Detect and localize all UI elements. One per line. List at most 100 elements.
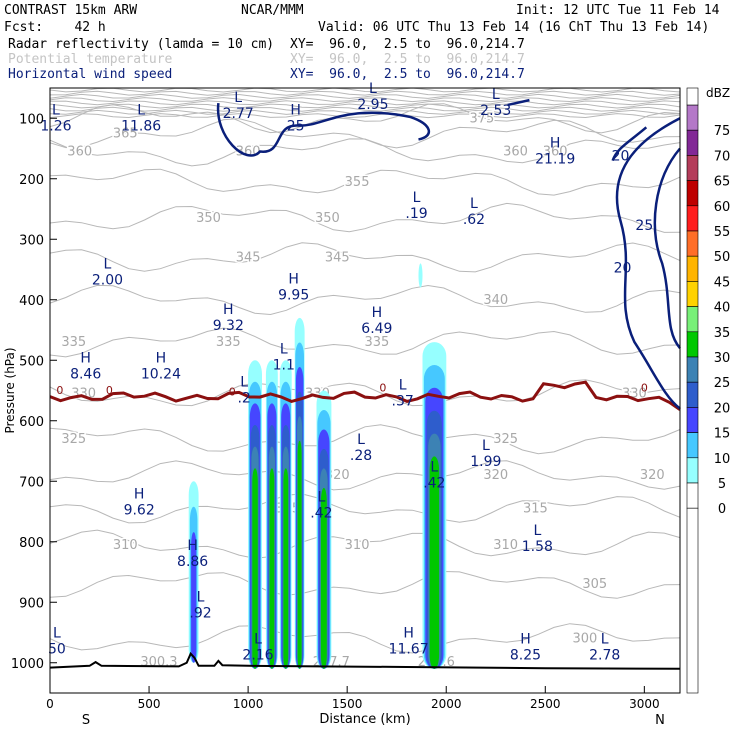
colorbar-swatch-65 xyxy=(686,155,699,181)
wind-low-letter: L xyxy=(234,90,242,106)
wind-low-value: .42 xyxy=(423,475,445,491)
theta-label-surface: 300.3 xyxy=(140,655,177,670)
theta-label-325: 325 xyxy=(61,432,86,447)
reflectivity-cell-0-level-30 xyxy=(252,468,258,669)
reflectivity-cell-2-level-30 xyxy=(283,468,289,669)
theta-label-315: 315 xyxy=(523,501,548,516)
theta-contour-305 xyxy=(49,570,681,599)
wind-high-value: 8.25 xyxy=(510,648,541,664)
theta-label-325: 325 xyxy=(493,432,518,447)
theta-label-360: 360 xyxy=(543,145,568,160)
theta-label-345: 345 xyxy=(236,250,261,265)
theta-label-300: 300 xyxy=(572,632,597,647)
theta-contour-325 xyxy=(49,424,681,455)
field-name-wind: Horizontal wind speed xyxy=(8,67,173,82)
y-tick-label: 500 xyxy=(19,354,44,369)
zero-isotherm-label: 0 xyxy=(56,384,63,397)
theta-label-350: 350 xyxy=(315,211,340,226)
wind-contour-25 xyxy=(653,147,681,349)
wind-high-letter: H xyxy=(80,350,91,366)
wind-low-value: 11.86 xyxy=(121,118,161,134)
theta-label-340: 340 xyxy=(483,293,508,308)
theta-label-335: 335 xyxy=(61,335,86,350)
reflectivity-cell-6-level-15 xyxy=(191,532,197,663)
zero-isotherm-label: 0 xyxy=(379,382,386,395)
wind-low-value: 1.26 xyxy=(40,118,71,134)
colorbar-swatch-70 xyxy=(686,129,699,156)
plot-area xyxy=(50,88,680,693)
wind-low-letter: L xyxy=(137,102,145,118)
wind-low-value: 2.53 xyxy=(480,103,511,119)
wind-low-value: 1.99 xyxy=(470,454,501,470)
colorbar-swatch-5 xyxy=(686,457,699,484)
wind-low-value: .42 xyxy=(310,506,332,522)
forecast-hour: Fcst: 42 h xyxy=(4,20,106,35)
zero-isotherm-label: 0 xyxy=(641,382,648,395)
colorbar-label-65: 65 xyxy=(714,175,731,190)
wind-high-letter: H xyxy=(520,632,531,648)
theta-label-305: 305 xyxy=(582,577,607,592)
wind-contour-20 xyxy=(615,117,681,410)
x-tick-label: 2000 xyxy=(431,697,462,711)
zero-isotherm-label: 0 xyxy=(106,384,113,397)
colorbar-label-30: 30 xyxy=(714,351,731,366)
wind-low-letter: L xyxy=(104,257,112,273)
y-tick-label: 700 xyxy=(19,475,44,490)
reflectivity-cell-4-level-30 xyxy=(320,487,327,669)
theta-contour-330 xyxy=(49,379,681,407)
colorbar-top-cap xyxy=(686,87,699,106)
theta-upper-line xyxy=(49,109,681,115)
wind-low-value: 1.1 xyxy=(273,357,295,373)
valid-time: Valid: 06 UTC Thu 13 Feb 14 (16 ChT Thu … xyxy=(318,20,710,35)
theta-upper-line xyxy=(49,97,681,103)
theta-label-310: 310 xyxy=(113,538,138,553)
terrain-line xyxy=(49,651,681,670)
x-tick-label: 0 xyxy=(46,697,54,711)
wind-high-value: 9.62 xyxy=(124,502,155,518)
theta-contour-340 xyxy=(49,284,681,316)
colorbar-label-50: 50 xyxy=(714,250,731,265)
wind-high-letter: H xyxy=(134,486,145,502)
theta-label-335: 335 xyxy=(364,335,389,350)
wind-contour-label: 20 xyxy=(614,261,632,277)
theta-label-350: 350 xyxy=(196,211,221,226)
wind-low-value: .37 xyxy=(392,394,414,410)
colorbar-label-75: 75 xyxy=(714,124,731,139)
theta-upper-line xyxy=(49,87,681,93)
wind-contour-20 xyxy=(216,102,430,157)
y-tick-label: 200 xyxy=(19,173,44,188)
wind-high-value: 10.24 xyxy=(141,366,181,382)
theta-contour-310 xyxy=(49,529,681,559)
colorbar-swatch-60 xyxy=(686,180,699,207)
model-title: CONTRAST 15km ARW xyxy=(4,3,138,18)
reflectivity-cell-3-level-30 xyxy=(297,440,302,669)
y-axis-label: Pressure (hPa) xyxy=(3,347,17,433)
theta-upper-line xyxy=(49,106,681,112)
zero-isotherm-label: 0 xyxy=(229,385,236,398)
theta-upper-contours xyxy=(49,87,681,119)
wind-contour-20 xyxy=(611,126,648,162)
theta-contour-300 xyxy=(49,623,681,654)
field-xy-wind: XY= 96.0, 2.5 to 96.0,214.7 xyxy=(290,67,525,82)
colorbar-swatch-0 xyxy=(686,482,699,509)
wind-low-letter: L xyxy=(399,378,407,394)
theta-label-345: 345 xyxy=(325,250,350,265)
wind-contour-20 xyxy=(507,98,530,107)
theta-label-360: 360 xyxy=(503,145,528,160)
colorbar-label-10: 10 xyxy=(714,452,731,467)
wind-high-value: 9.32 xyxy=(213,318,244,334)
colorbar-label-25: 25 xyxy=(714,376,731,391)
plot-frame xyxy=(49,87,681,694)
theta-label-320: 320 xyxy=(483,468,508,483)
wind-low-value: 1.58 xyxy=(522,539,553,555)
y-tick-label: 600 xyxy=(19,415,44,430)
wind-low-value: .92 xyxy=(189,605,211,621)
x-end-label-north: N xyxy=(655,713,665,728)
wind-contour-label: 20 xyxy=(612,149,630,165)
colorbar-label-45: 45 xyxy=(714,275,731,290)
wind-high-letter: H xyxy=(288,272,299,288)
wind-high-letter: H xyxy=(550,136,561,152)
wind-high-letter: H xyxy=(156,350,167,366)
